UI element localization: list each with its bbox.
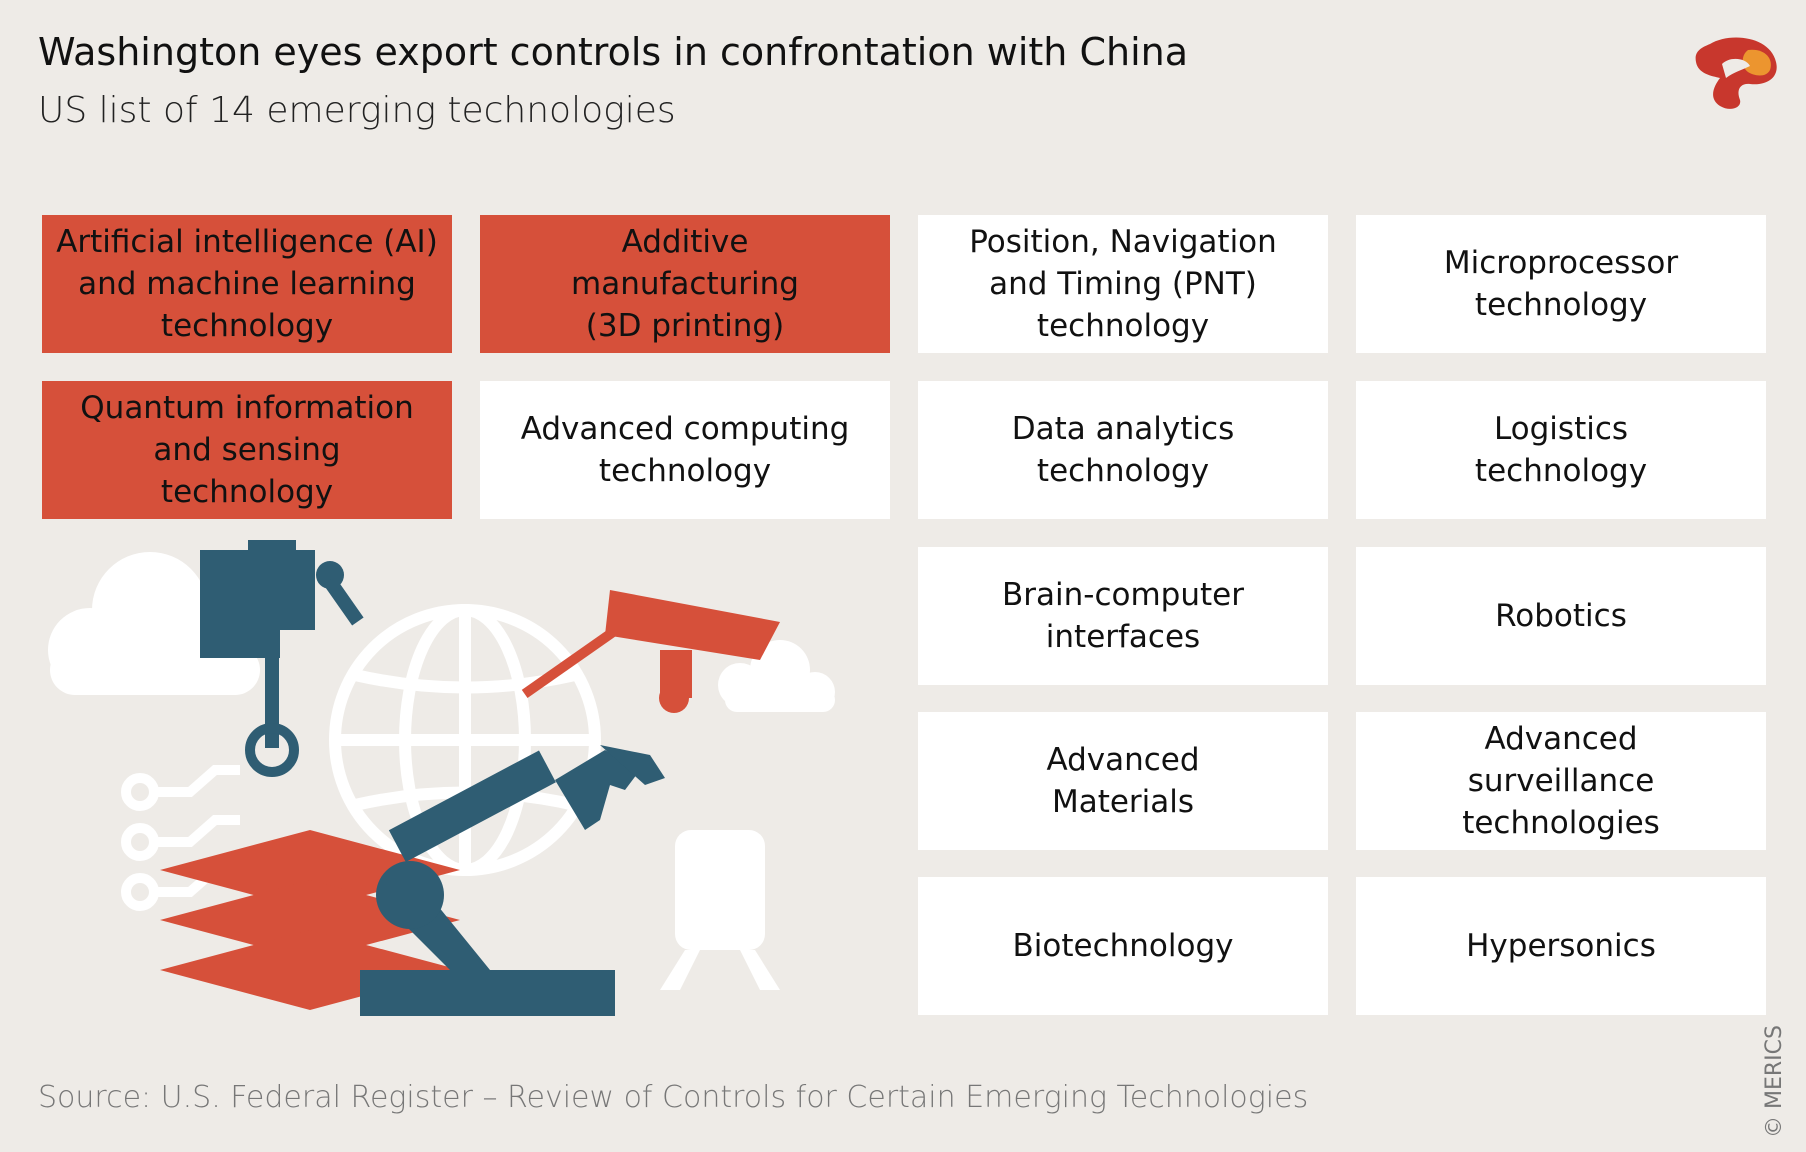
small-cloud-icon <box>718 640 835 712</box>
copyright-note: © MERICS <box>1762 1025 1787 1138</box>
tech-tile-surveillance: Advanced surveillance technologies <box>1356 712 1766 850</box>
tech-tile-logistics: Logistics technology <box>1356 381 1766 519</box>
tech-tile-advanced-materials: Advanced Materials <box>918 712 1328 850</box>
technology-illustration <box>48 540 835 1016</box>
page-title: Washington eyes export controls in confr… <box>38 30 1189 74</box>
tech-tile-quantum: Quantum information and sensing technolo… <box>42 381 452 519</box>
cloud-icon <box>48 552 260 695</box>
tech-tile-brain-computer: Brain-computer interfaces <box>918 547 1328 685</box>
source-note: Source: U.S. Federal Register – Review o… <box>38 1080 1309 1115</box>
robot-gripper-icon <box>200 540 364 777</box>
globe-icon <box>329 604 601 876</box>
tech-tile-additive-manufacturing: Additive manufacturing (3D printing) <box>480 215 890 353</box>
page-subtitle: US list of 14 emerging technologies <box>38 90 676 131</box>
surveillance-camera-icon <box>521 590 780 713</box>
industrial-robot-arm-icon <box>360 745 665 1016</box>
tech-tile-biotechnology: Biotechnology <box>918 877 1328 1015</box>
tech-tile-data-analytics: Data analytics technology <box>918 381 1328 519</box>
tech-tile-ai: Artificial intelligence (AI) and machine… <box>42 215 452 353</box>
tech-tile-pnt: Position, Navigation and Timing (PNT) te… <box>918 215 1328 353</box>
tech-tile-advanced-computing: Advanced computing technology <box>480 381 890 519</box>
train-icon <box>660 830 780 990</box>
technology-grid: Artificial intelligence (AI) and machine… <box>42 215 1766 1015</box>
tech-tile-robotics: Robotics <box>1356 547 1766 685</box>
tech-tile-hypersonics: Hypersonics <box>1356 877 1766 1015</box>
tech-tile-microprocessor: Microprocessor technology <box>1356 215 1766 353</box>
merics-logo <box>1695 37 1777 109</box>
